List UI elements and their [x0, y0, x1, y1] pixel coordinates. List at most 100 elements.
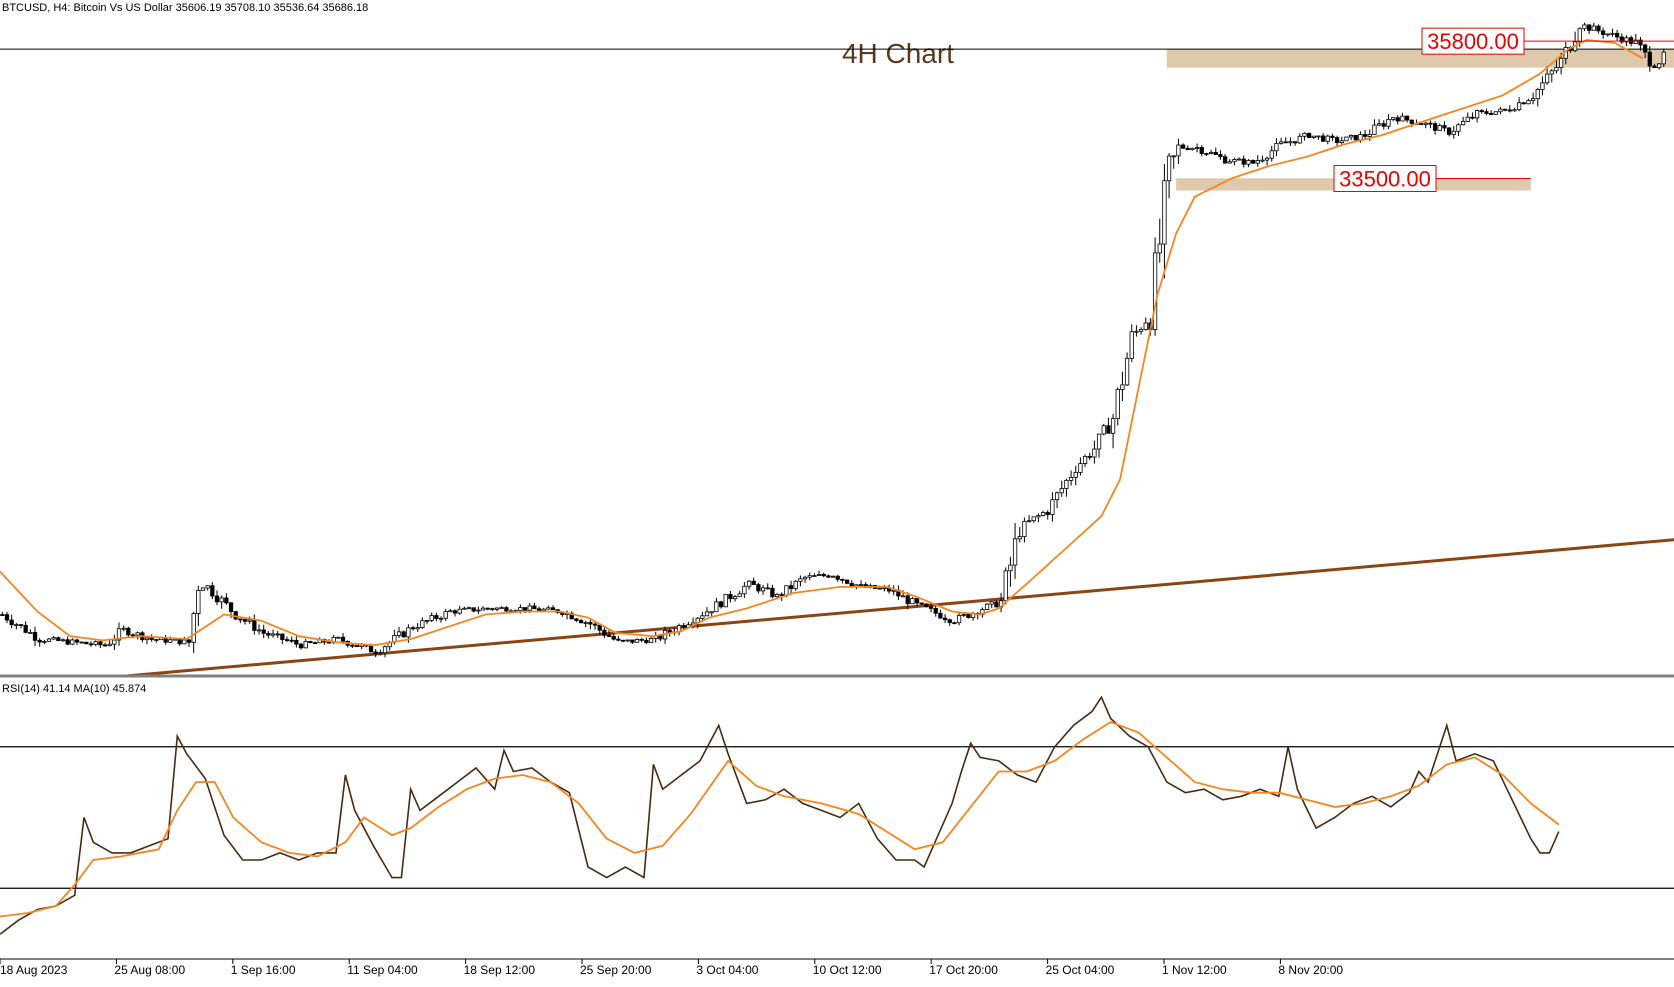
candle-body	[1003, 570, 1008, 602]
candle-body	[415, 627, 420, 630]
candle-body	[681, 625, 686, 628]
candle-body	[700, 615, 705, 619]
candle-body	[1082, 456, 1088, 464]
symbol-info: BTCUSD, H4: Bitcoin Vs US Dollar 35606.1…	[2, 2, 368, 14]
candle-body	[14, 624, 19, 627]
candle-body	[1498, 108, 1503, 113]
candle-body	[658, 635, 663, 640]
candle-body	[485, 607, 490, 610]
candle-body	[1302, 132, 1307, 137]
candle-body	[88, 643, 94, 646]
candle-body	[1110, 418, 1116, 434]
candle-body	[546, 607, 551, 610]
candle-body	[1544, 73, 1550, 84]
candle-body	[1549, 70, 1554, 75]
candle-body	[247, 619, 252, 622]
candle-body	[1306, 132, 1312, 138]
candle-body	[1138, 328, 1144, 332]
candle-body	[1558, 57, 1564, 68]
candle-body	[1199, 147, 1204, 154]
candle-body	[1171, 155, 1176, 158]
candle-body	[1516, 102, 1522, 111]
candle-body	[858, 584, 864, 586]
candle-body	[56, 637, 61, 642]
candle-body	[1437, 125, 1442, 131]
candle-body	[191, 613, 196, 643]
candle-body	[1395, 117, 1400, 122]
candle-body	[793, 580, 798, 590]
candle-body	[1642, 44, 1648, 53]
time-axis: 18 Aug 2023 25 Aug 08:00 1 Sep 16:00 11 Sep…	[0, 959, 1343, 977]
candle-body	[280, 633, 285, 640]
candle-body	[1115, 389, 1120, 420]
candle-body	[844, 579, 850, 584]
candle-body	[732, 596, 738, 600]
candle-body	[798, 578, 803, 582]
candle-body	[1166, 155, 1172, 182]
candle-body	[112, 639, 117, 645]
candle-body	[704, 611, 710, 617]
candle-body	[186, 639, 192, 643]
candle-body	[1078, 463, 1083, 473]
candle-body	[144, 637, 150, 641]
candle-body	[1297, 135, 1302, 144]
candle-body	[1432, 123, 1438, 131]
candle-body	[1507, 109, 1512, 112]
candle-body	[1330, 135, 1335, 139]
candle-body	[989, 601, 994, 605]
rsi-indicator-label: RSI(14) 41.14 MA(10) 45.874	[2, 683, 146, 695]
candle-body	[312, 642, 318, 645]
candle-body	[298, 643, 304, 649]
candle-body	[1232, 159, 1237, 163]
candle-body	[709, 611, 714, 614]
candle-body	[947, 619, 952, 624]
candle-body	[588, 622, 593, 625]
candle-body	[1059, 488, 1064, 494]
candle-body	[270, 633, 276, 636]
candle-body	[1446, 127, 1452, 135]
candle-body	[336, 636, 341, 639]
candle-body	[821, 574, 826, 577]
candle-body	[1577, 28, 1582, 43]
price-pane[interactable]: 35800.00 33500.00	[0, 22, 1674, 678]
candle-body	[1348, 134, 1354, 138]
candle-body	[420, 620, 425, 628]
candle-body	[228, 602, 234, 612]
candle-body	[919, 602, 924, 605]
level-label-1[interactable]: 35800.00	[1421, 27, 1674, 55]
candle-body	[1017, 536, 1022, 540]
candle-body	[154, 639, 159, 641]
candle-body	[1026, 520, 1032, 523]
candle-body	[639, 638, 644, 641]
candle-body	[723, 594, 728, 608]
candle-body	[1376, 123, 1382, 126]
candle-body	[1540, 82, 1545, 90]
time-tick-label: 25 Sep 20:00	[580, 963, 652, 977]
candle-body	[1246, 160, 1251, 165]
time-tick-label: 25 Aug 08:00	[114, 963, 185, 977]
price-zone-1[interactable]	[1166, 49, 1674, 68]
candle-body	[1036, 515, 1041, 518]
candle-body	[1591, 25, 1596, 31]
candle-body	[1068, 476, 1074, 481]
candle-body	[378, 652, 383, 655]
level-label-2[interactable]: 33500.00	[1333, 165, 1531, 193]
candle-body	[784, 585, 789, 596]
candle-body	[1484, 111, 1489, 114]
candle-body	[1404, 115, 1410, 121]
candle-body	[70, 639, 75, 645]
rsi-pane[interactable]	[0, 695, 1674, 935]
candle-body	[770, 587, 775, 598]
candle-body	[46, 638, 52, 642]
candle-body	[1087, 456, 1092, 458]
trendline[interactable]	[125, 529, 1674, 678]
candle-body	[1264, 157, 1270, 161]
candle-body	[602, 629, 607, 636]
candle-body	[536, 608, 542, 612]
candle-body	[667, 630, 672, 633]
candle-body	[1390, 117, 1396, 120]
candle-body	[592, 623, 598, 626]
